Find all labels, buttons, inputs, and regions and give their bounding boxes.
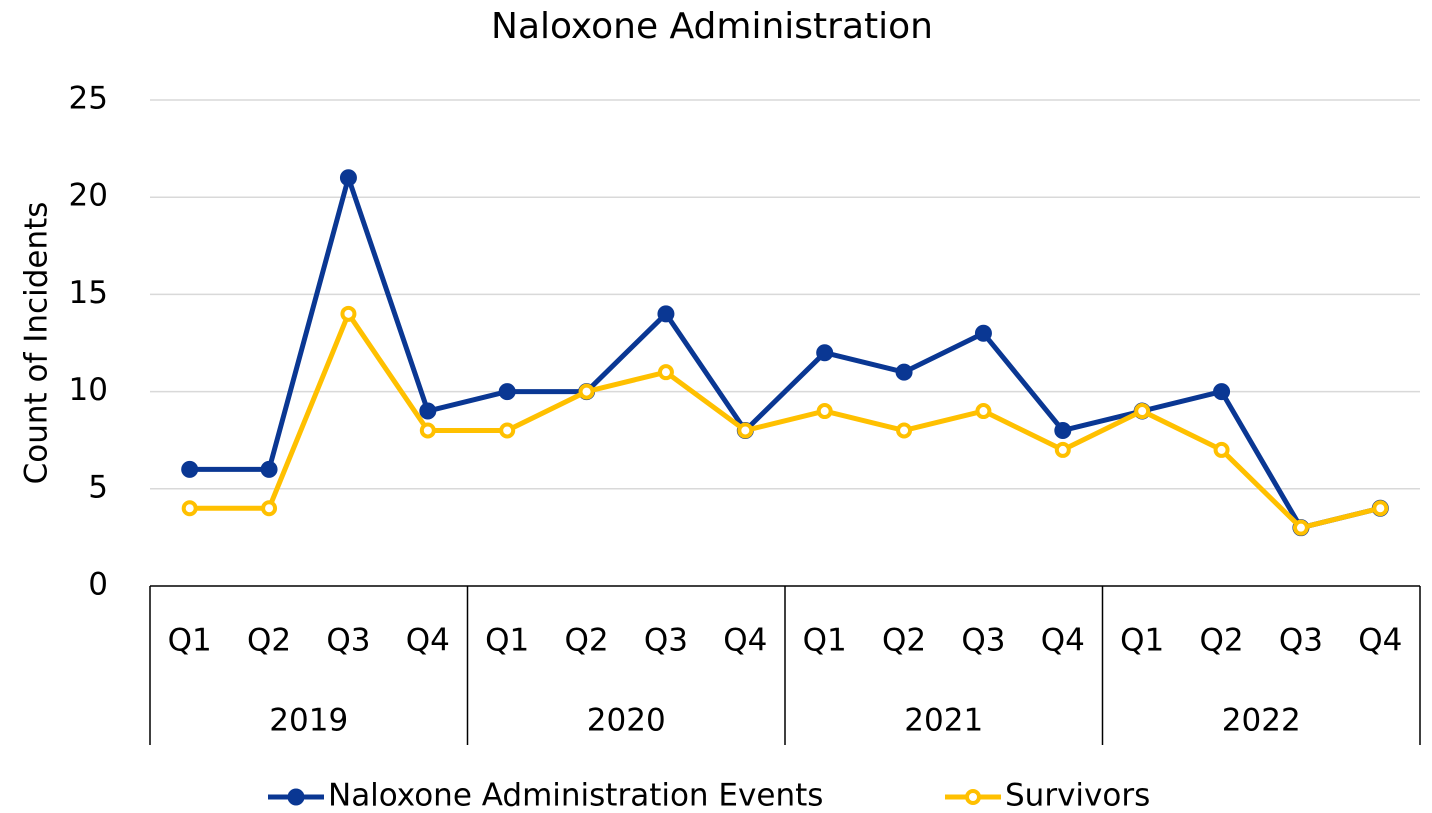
- y-tick-label: 0: [88, 567, 108, 603]
- data-point: [1372, 500, 1389, 517]
- x-tick-label: Q4: [406, 623, 450, 659]
- y-tick-label: 5: [88, 469, 108, 505]
- data-point: [340, 305, 357, 322]
- chart-title: Naloxone Administration: [491, 6, 933, 47]
- legend-label: Naloxone Administration Events: [328, 778, 823, 813]
- data-point: [260, 460, 278, 478]
- legend-marker: [965, 789, 981, 805]
- data-point: [419, 422, 436, 439]
- data-point: [816, 403, 833, 420]
- y-tick-label: 10: [69, 372, 108, 408]
- series-line: [189, 311, 1381, 531]
- x-tick-label: Q3: [961, 623, 1005, 659]
- x-group-label: 2019: [269, 703, 348, 739]
- x-tick-label: Q1: [1120, 623, 1164, 659]
- x-group-label: 2020: [587, 703, 666, 739]
- x-group-label: 2022: [1222, 703, 1301, 739]
- x-tick-label: Q3: [326, 623, 370, 659]
- data-point: [1054, 421, 1072, 439]
- x-group-label: 2021: [904, 703, 983, 739]
- x-tick-label: Q3: [1279, 623, 1323, 659]
- data-point: [499, 422, 516, 439]
- x-tick-label: Q1: [485, 623, 529, 659]
- x-tick-label: Q4: [723, 623, 767, 659]
- x-tick-label: Q2: [882, 623, 926, 659]
- y-tick-label: 15: [69, 275, 108, 311]
- data-point: [1213, 441, 1230, 458]
- y-tick-label: 25: [69, 81, 108, 117]
- series-line: [189, 175, 1381, 531]
- data-point: [737, 422, 754, 439]
- data-point: [578, 383, 595, 400]
- x-tick-label: Q4: [1041, 623, 1085, 659]
- data-point: [339, 169, 357, 187]
- data-point: [657, 305, 675, 323]
- data-point: [1134, 403, 1151, 420]
- data-point: [1292, 519, 1309, 536]
- x-tick-label: Q2: [247, 623, 291, 659]
- data-point: [1054, 441, 1071, 458]
- x-tick-label: Q3: [644, 623, 688, 659]
- data-point: [181, 500, 198, 517]
- data-point: [896, 422, 913, 439]
- y-tick-label: 20: [69, 178, 108, 214]
- data-point: [419, 402, 437, 420]
- data-point: [975, 403, 992, 420]
- data-point: [261, 500, 278, 517]
- legend-marker: [287, 788, 305, 806]
- x-tick-label: Q1: [168, 623, 212, 659]
- x-tick-label: Q2: [1200, 623, 1244, 659]
- data-point: [181, 460, 199, 478]
- data-point: [974, 324, 992, 342]
- data-point: [895, 363, 913, 381]
- legend-label: Survivors: [1005, 778, 1150, 813]
- data-point: [498, 383, 516, 401]
- y-axis-label: Count of Incidents: [19, 202, 55, 485]
- x-tick-label: Q4: [1358, 623, 1402, 659]
- data-point: [1213, 383, 1231, 401]
- data-point: [816, 344, 834, 362]
- x-tick-label: Q2: [565, 623, 609, 659]
- data-point: [657, 364, 674, 381]
- x-tick-label: Q1: [803, 623, 847, 659]
